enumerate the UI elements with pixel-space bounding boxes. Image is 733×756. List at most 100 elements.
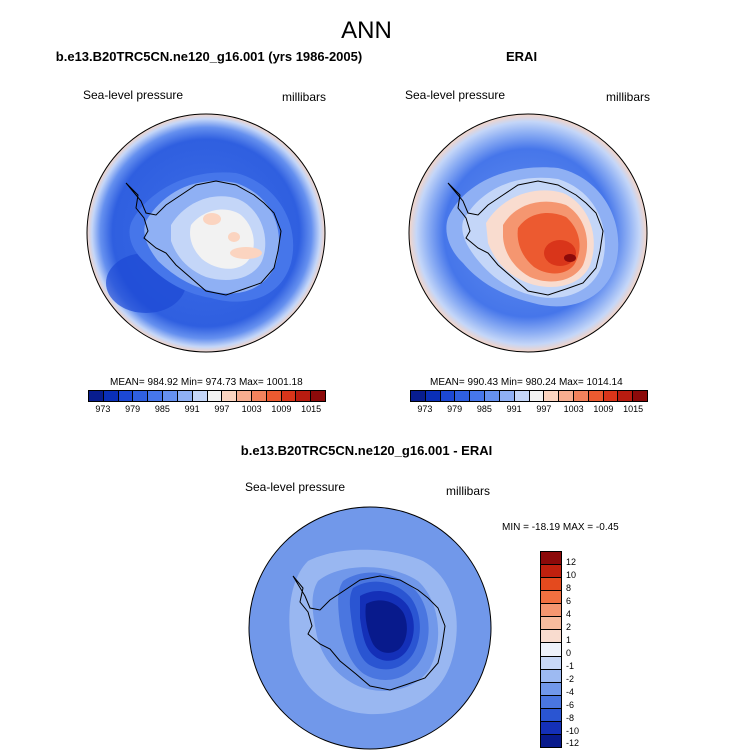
panel-1-units-label: millibars: [282, 90, 327, 104]
panel-3-colorbar-swatch: [541, 656, 561, 670]
panel-2-colorbar-tick-label: 973: [417, 404, 433, 414]
figure-title: ANN: [341, 17, 392, 44]
panel-1-colorbar-tick-label: 991: [184, 404, 200, 414]
panel-3-colorbar-swatches: [540, 551, 562, 748]
panel-2-colorbar-swatch: [544, 391, 560, 401]
panel-2-title: ERAI: [506, 49, 538, 64]
panel-2-colorbar-swatch: [588, 391, 604, 401]
panel-2-colorbar-swatch: [529, 391, 545, 401]
panel-1-colorbar-swatch: [207, 391, 223, 401]
panel-3-colorbar-ticks: 12 10 8 6 4 2 1 0 -1 -2 -4 -6 -8 -10 -12: [562, 551, 592, 748]
panel-2-colorbar-tick-label: 1015: [623, 404, 644, 414]
panel-1-colorbar-swatch: [251, 391, 267, 401]
panel-2-colorbar-swatch: [603, 391, 619, 401]
panel-3-colorbar-swatch: [541, 617, 561, 631]
panel-3-colorbar-swatch: [541, 604, 561, 618]
panel-1-colorbar-swatch: [103, 391, 119, 401]
panel-2-colorbar-swatch: [559, 391, 574, 401]
panel-1-colorbar-swatches: [88, 390, 326, 402]
panel-3-colorbar-tick-label: -4: [566, 686, 575, 697]
panel-2-colorbar-swatch: [618, 391, 634, 401]
panel-3-colorbar-tick-label: 12: [566, 557, 577, 568]
panel-3-colorbar-tick-label: -12: [566, 738, 580, 749]
panel-1-colorbar-swatch: [177, 391, 193, 401]
panel-3-colorbar-tick-label: -6: [566, 699, 575, 710]
panel-3-colorbar-swatch: [541, 734, 561, 747]
panel-2-colorbar-swatch: [573, 391, 589, 401]
panel-3-colorbar-swatch: [541, 643, 561, 657]
panel-2-colorbar-swatch: [633, 391, 647, 401]
panel-3-colorbar-tick-label: 8: [566, 582, 572, 593]
panel-1-colorbar-tick-label: 1003: [241, 404, 262, 414]
panel-1-colorbar-tick-label: 997: [214, 404, 230, 414]
panel-2-colorbar-tick-label: 985: [476, 404, 492, 414]
panel-1-variable-label: Sea-level pressure: [83, 88, 184, 102]
panel-2-colorbar-tick-label: 1009: [593, 404, 614, 414]
panel-3-colorbar-tick-label: -1: [566, 660, 575, 671]
panel-3-colorbar-swatch: [541, 695, 561, 709]
panel-2-units-label: millibars: [606, 90, 651, 104]
panel-1-title: b.e13.B20TRC5CN.ne120_g16.001 (yrs 1986-…: [55, 49, 363, 64]
panel-1-colorbar-swatch: [192, 391, 208, 401]
panel-3-stats: MIN = -18.19 MAX = -0.45: [502, 522, 619, 533]
panel-3-colorbar-tick-label: 1: [566, 634, 572, 645]
panel-2-colorbar-tick-label: 997: [536, 404, 552, 414]
panel-3-colorbar-swatch: [541, 591, 561, 605]
panel-1-colorbar-swatch: [281, 391, 297, 401]
panel-3-units-label: millibars: [446, 484, 491, 498]
panel-2-colorbar-swatch: [499, 391, 515, 401]
panel-3-colorbar-tick-label: 4: [566, 608, 572, 619]
panel-3-colorbar-tick-label: 0: [566, 647, 572, 658]
panel-1-colorbar-tick-label: 1009: [271, 404, 292, 414]
panel-3-colorbar-tick-label: -2: [566, 673, 575, 684]
panel-3-colorbar-tick-label: -10: [566, 725, 580, 736]
panel-3-map: [248, 506, 492, 750]
panel-1-colorbar-swatch: [222, 391, 238, 401]
panel-1-colorbar-swatch: [237, 391, 252, 401]
panel-3-colorbar-swatch: [541, 721, 561, 735]
panel-2-colorbar-swatch: [514, 391, 530, 401]
panel-1-colorbar-swatch: [148, 391, 164, 401]
panel-3-colorbar-tick-label: 10: [566, 569, 577, 580]
panel-2-colorbar-tick-label: 979: [447, 404, 463, 414]
panel-3-colorbar-tick-label: -8: [566, 712, 575, 723]
panel-1-colorbar-ticks: 973 979 985 991 997 1003 1009 1015: [88, 402, 326, 414]
panel-1-colorbar-swatch: [311, 391, 325, 401]
panel-1-colorbar-swatch: [266, 391, 282, 401]
panel-2-stats: MEAN= 990.43 Min= 980.24 Max= 1014.14: [430, 377, 623, 388]
panel-2-colorbar-swatches: [410, 390, 648, 402]
panel-2-colorbar-swatch: [425, 391, 441, 401]
panel-1-colorbar-tick-label: 973: [95, 404, 111, 414]
panel-3-colorbar-tick-label: 6: [566, 595, 572, 606]
panel-2-colorbar-ticks: 973 979 985 991 997 1003 1009 1015: [410, 402, 648, 414]
panel-2-colorbar-tick-label: 991: [506, 404, 522, 414]
panel-3-colorbar-swatch: [541, 669, 561, 683]
panel-3-colorbar-swatch: [541, 682, 561, 696]
panel-1-colorbar-swatch: [118, 391, 134, 401]
panel-3-variable-label: Sea-level pressure: [245, 480, 346, 494]
panel-1-map: [86, 113, 326, 353]
panel-1-colorbar-swatch: [89, 391, 104, 401]
panel-1-colorbar-swatch: [163, 391, 178, 401]
panel-2-colorbar-tick-label: 1003: [563, 404, 584, 414]
panel-1-colorbar-tick-label: 979: [125, 404, 141, 414]
panel-3-colorbar-swatch: [541, 708, 561, 722]
panel-3-colorbar-swatch: [541, 578, 561, 592]
panel-2-colorbar-swatch: [455, 391, 471, 401]
panel-1-stats: MEAN= 984.92 Min= 974.73 Max= 1001.18: [110, 377, 303, 388]
panel-3-colorbar-swatch: [541, 552, 561, 566]
panel-3-colorbar-swatch: [541, 565, 561, 579]
panel-3-colorbar-swatch: [541, 630, 561, 644]
panel-1-colorbar-tick-label: 1015: [301, 404, 322, 414]
panel-2-colorbar-swatch: [470, 391, 486, 401]
panel-2-map: [408, 113, 648, 353]
panel-2-colorbar: 973 979 985 991 997 1003 1009 1015: [410, 390, 648, 414]
panel-1-colorbar-swatch: [296, 391, 312, 401]
panel-1-colorbar: 973 979 985 991 997 1003 1009 1015: [88, 390, 326, 414]
panel-3-title: b.e13.B20TRC5CN.ne120_g16.001 - ERAI: [240, 443, 493, 458]
panel-2-colorbar-swatch: [411, 391, 426, 401]
panel-3-colorbar-tick-label: 2: [566, 621, 572, 632]
panel-2-colorbar-swatch: [440, 391, 456, 401]
panel-1-colorbar-swatch: [133, 391, 149, 401]
panel-2-colorbar-swatch: [485, 391, 500, 401]
